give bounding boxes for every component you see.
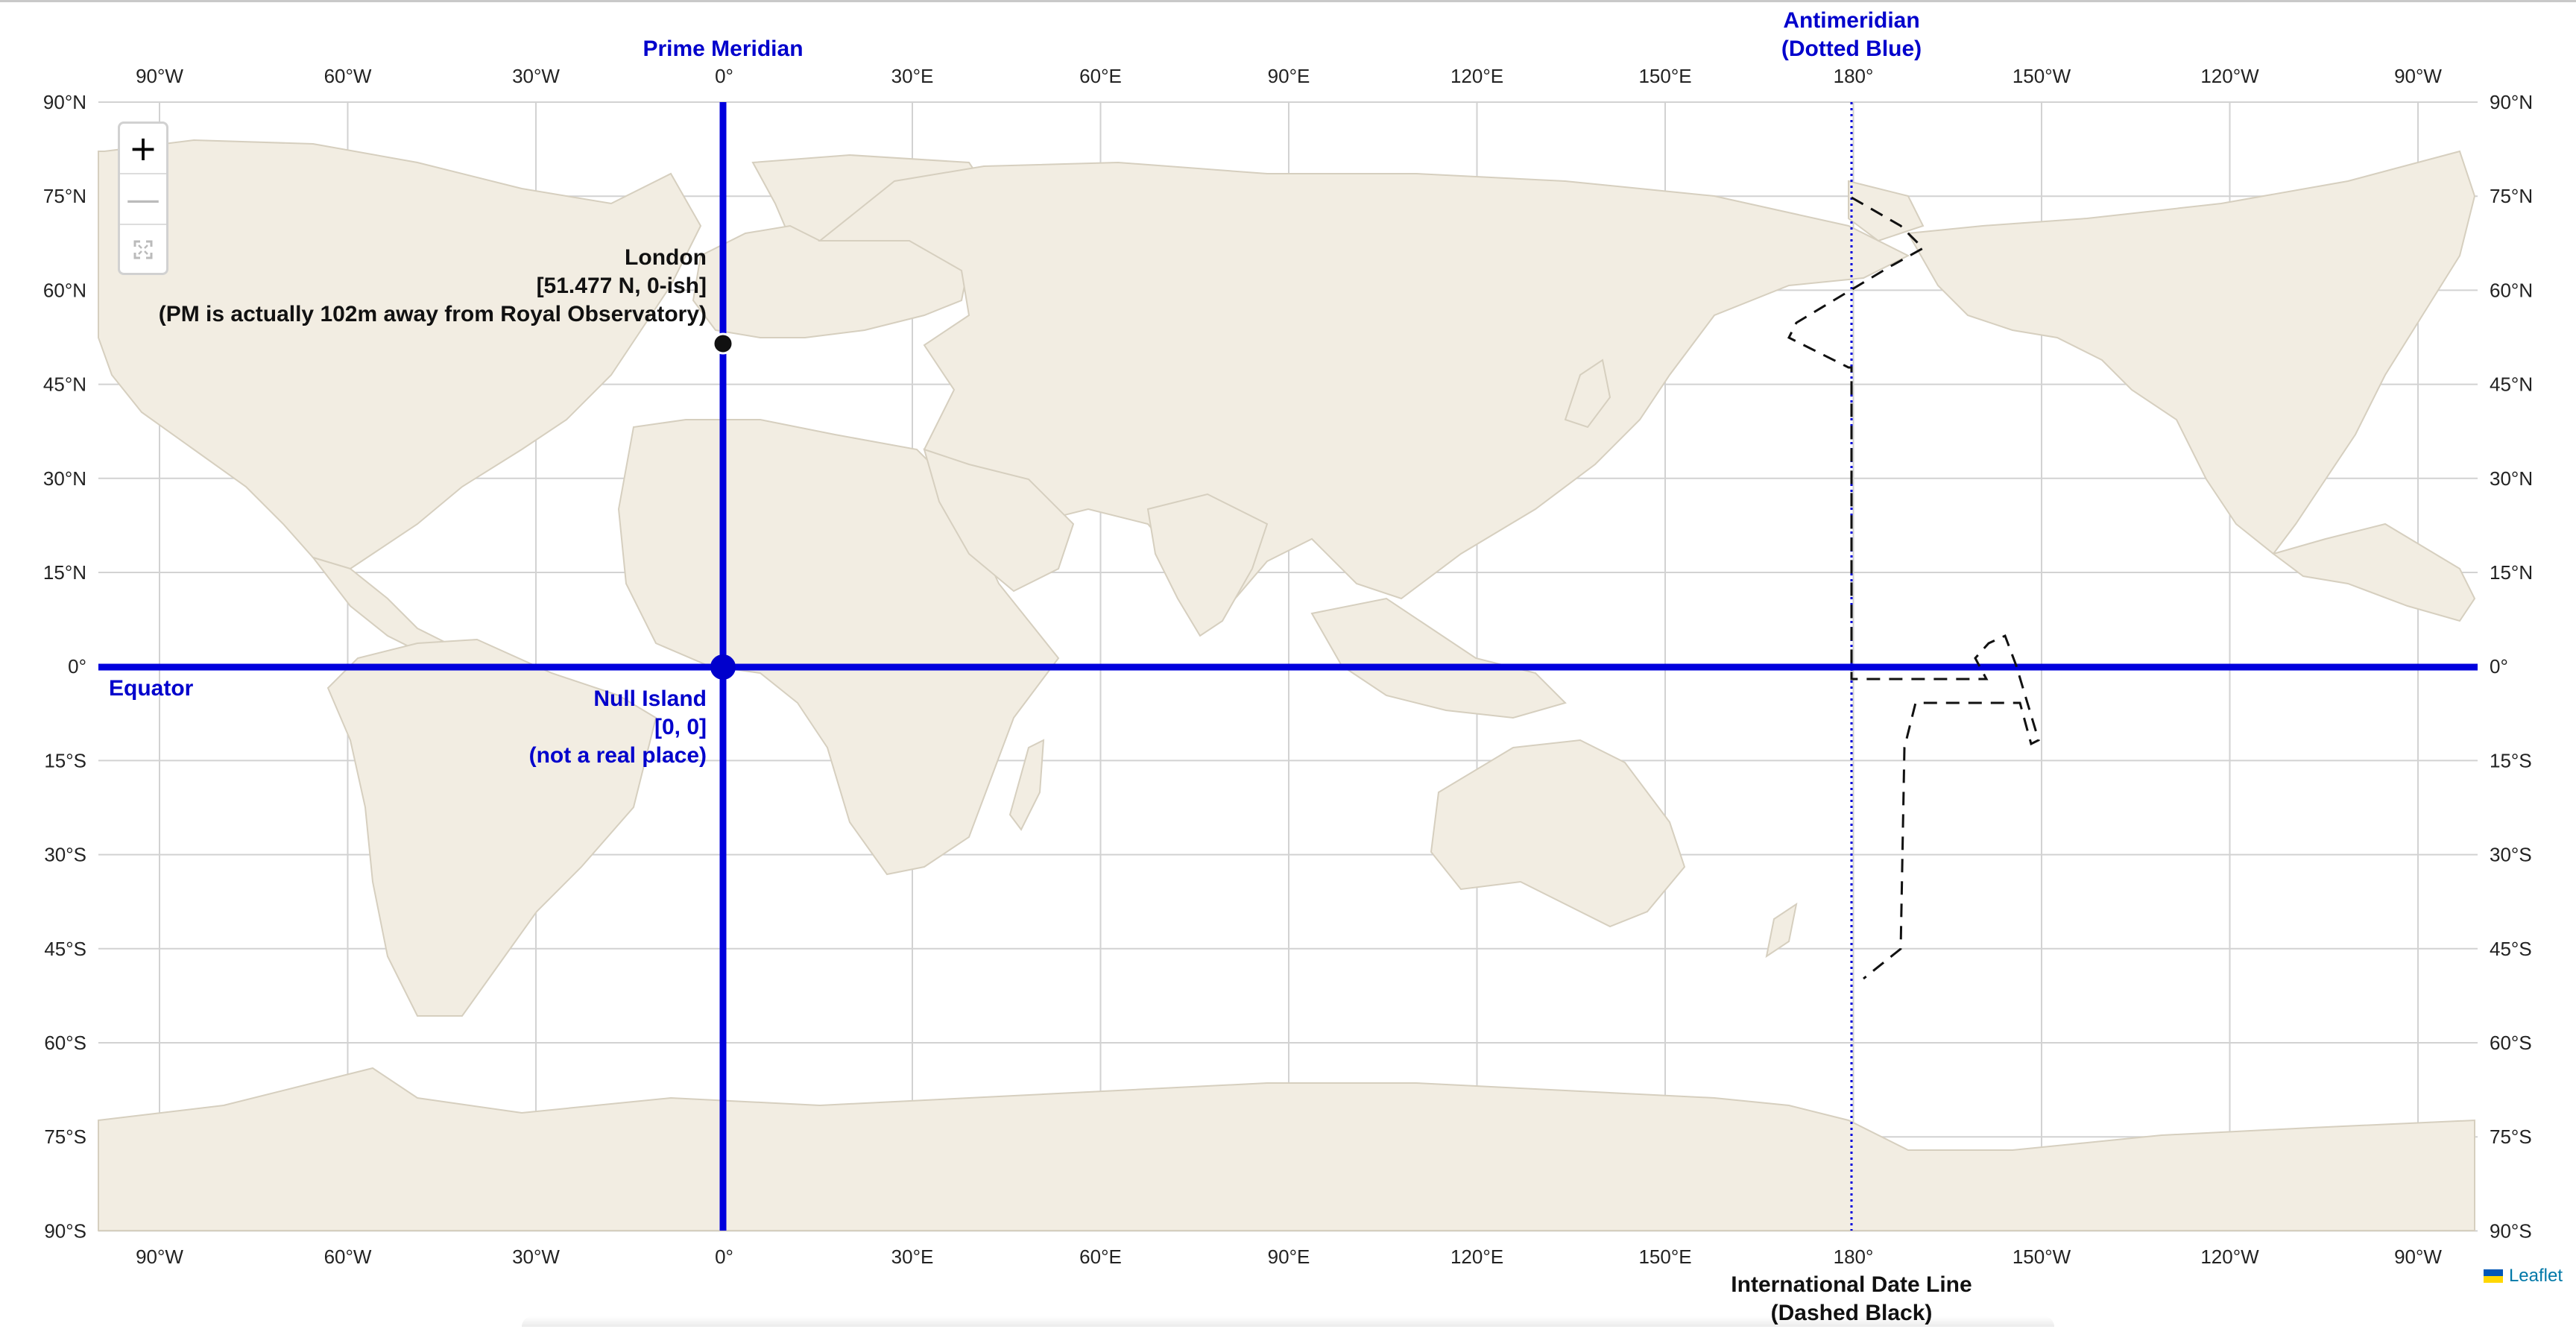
lat-tick-label-right: 90°N	[2490, 91, 2533, 113]
lon-tick-label-top: 150°E	[1638, 65, 1691, 87]
null-island-label-coords: [0, 0]	[654, 715, 707, 739]
ukraine-flag-icon	[2483, 1269, 2503, 1283]
date-line-label-2: (Dashed Black)	[1771, 1301, 1933, 1325]
land-southeast-asia	[1310, 597, 1567, 719]
lon-tick-label-bottom: 150°E	[1638, 1246, 1691, 1268]
lon-tick-label-bottom: 180°	[1834, 1246, 1874, 1268]
land-africa	[617, 419, 1060, 876]
lat-labels-left: 90°N 75°N 60°N 45°N 30°N 15°N 0° 15°S 30°S 45°S 60…	[43, 91, 86, 1242]
land-chukotka	[1848, 180, 1925, 242]
lat-tick-label-left: 0°	[68, 655, 86, 678]
lat-tick-label-left: 90°S	[44, 1219, 86, 1242]
lat-tick-label-right: 60°S	[2490, 1032, 2532, 1054]
date-line-label-1: International Date Line	[1731, 1272, 1972, 1297]
lon-labels-top: 90°W 60°W 30°W 0° 30°E 60°E 90°E 120°E 150°E 180°…	[136, 65, 2442, 87]
lat-tick-label-left: 30°N	[43, 467, 86, 490]
land-alaska-canada	[1907, 150, 2476, 555]
lon-tick-label-bottom: 30°E	[891, 1246, 934, 1268]
lat-tick-label-left: 30°S	[44, 844, 86, 866]
land-india	[1146, 493, 1269, 637]
lon-tick-label-top: 90°E	[1268, 65, 1310, 87]
null-island-label-name: Null Island	[593, 686, 707, 711]
lon-tick-label-top: 60°E	[1079, 65, 1122, 87]
zoom-in-button[interactable]: +	[120, 124, 166, 174]
lon-tick-label-top: 120°W	[2200, 65, 2259, 87]
land-north-america	[98, 139, 702, 570]
lon-tick-label-top: 150°W	[2012, 65, 2071, 87]
lon-tick-label-bottom: 90°W	[2394, 1246, 2442, 1268]
land-new-zealand	[1765, 902, 1798, 959]
lat-tick-label-left: 15°S	[44, 749, 86, 771]
lat-tick-label-right: 30°S	[2490, 844, 2532, 866]
lat-labels-right: 90°N 75°N 60°N 45°N 30°N 15°N 0° 15°S 30°S 45°S 60…	[2490, 91, 2533, 1242]
lat-tick-label-left: 60°S	[44, 1032, 86, 1054]
lat-tick-label-left: 90°N	[43, 91, 86, 113]
lon-tick-label-top: 90°W	[2394, 65, 2442, 87]
land-south-america	[326, 638, 657, 1017]
lat-tick-label-right: 75°S	[2490, 1126, 2532, 1148]
lat-tick-label-left: 60°N	[43, 279, 86, 301]
lon-tick-label-bottom: 150°W	[2012, 1246, 2071, 1268]
london-label-coords: [51.477 N, 0-ish]	[537, 274, 707, 298]
lat-tick-label-right: 15°N	[2490, 561, 2533, 584]
land-japan	[1564, 359, 1611, 429]
lon-tick-label-top: 30°E	[891, 65, 934, 87]
bottom-shade	[522, 1316, 2054, 1327]
lon-tick-label-bottom: 60°E	[1079, 1246, 1122, 1268]
land-arabia	[923, 448, 1075, 593]
antimeridian-label-1: Antimeridian	[1783, 8, 1919, 33]
lon-tick-label-bottom: 90°E	[1268, 1246, 1310, 1268]
prime-meridian-label: Prime Meridian	[643, 37, 803, 61]
land-layer	[98, 139, 2476, 1231]
london-marker[interactable]	[712, 332, 734, 355]
zoom-control: + —	[118, 121, 168, 275]
lon-tick-label-bottom: 30°W	[512, 1246, 560, 1268]
london-label-name: London	[625, 245, 707, 270]
fullscreen-button[interactable]	[120, 225, 166, 273]
equator-label: Equator	[109, 676, 194, 701]
antimeridian-label-2: (Dotted Blue)	[1781, 37, 1922, 61]
lat-tick-label-left: 75°N	[43, 185, 86, 207]
lon-tick-label-bottom: 90°W	[136, 1246, 183, 1268]
null-island-label-note: (not a real place)	[529, 743, 707, 768]
lon-tick-label-top: 30°W	[512, 65, 560, 87]
lat-tick-label-right: 75°N	[2490, 185, 2533, 207]
lat-tick-label-right: 90°S	[2490, 1219, 2532, 1242]
lon-labels-bottom: 90°W 60°W 30°W 0° 30°E 60°E 90°E 120°E 150°E 180°…	[136, 1246, 2442, 1268]
land-australia	[1430, 739, 1686, 928]
lat-tick-label-right: 45°S	[2490, 938, 2532, 960]
land-madagascar	[1008, 739, 1045, 831]
lon-tick-label-top: 120°E	[1450, 65, 1503, 87]
leaflet-link[interactable]: Leaflet	[2508, 1266, 2563, 1286]
lat-tick-label-right: 45°N	[2490, 373, 2533, 396]
lon-tick-label-bottom: 0°	[715, 1246, 733, 1268]
attribution: Leaflet	[2474, 1263, 2572, 1289]
lon-tick-label-bottom: 60°W	[324, 1246, 372, 1268]
land-asia	[818, 161, 1910, 615]
international-date-line[interactable]	[1787, 196, 2040, 980]
lat-tick-label-right: 60°N	[2490, 279, 2533, 301]
fullscreen-icon	[133, 240, 153, 259]
lat-tick-label-right: 15°S	[2490, 749, 2532, 771]
lat-tick-label-right: 30°N	[2490, 467, 2533, 490]
lat-tick-label-left: 45°S	[44, 938, 86, 960]
zoom-out-button[interactable]: —	[120, 174, 166, 225]
land-mexico-right	[2271, 523, 2476, 622]
lon-tick-label-bottom: 120°E	[1450, 1246, 1503, 1268]
lat-tick-label-right: 0°	[2490, 655, 2508, 678]
london-label-note: (PM is actually 102m away from Royal Obs…	[159, 302, 707, 326]
lon-tick-label-top: 180°	[1834, 65, 1874, 87]
lon-tick-label-bottom: 120°W	[2200, 1246, 2259, 1268]
lat-tick-label-left: 45°N	[43, 373, 86, 396]
lat-tick-label-left: 75°S	[44, 1126, 86, 1148]
land-antarctica	[98, 1067, 2475, 1231]
lon-tick-label-top: 60°W	[324, 65, 372, 87]
null-island-marker[interactable]	[710, 654, 736, 680]
lon-tick-label-top: 0°	[715, 65, 733, 87]
lat-tick-label-left: 15°N	[43, 561, 86, 584]
lon-tick-label-top: 90°W	[136, 65, 183, 87]
